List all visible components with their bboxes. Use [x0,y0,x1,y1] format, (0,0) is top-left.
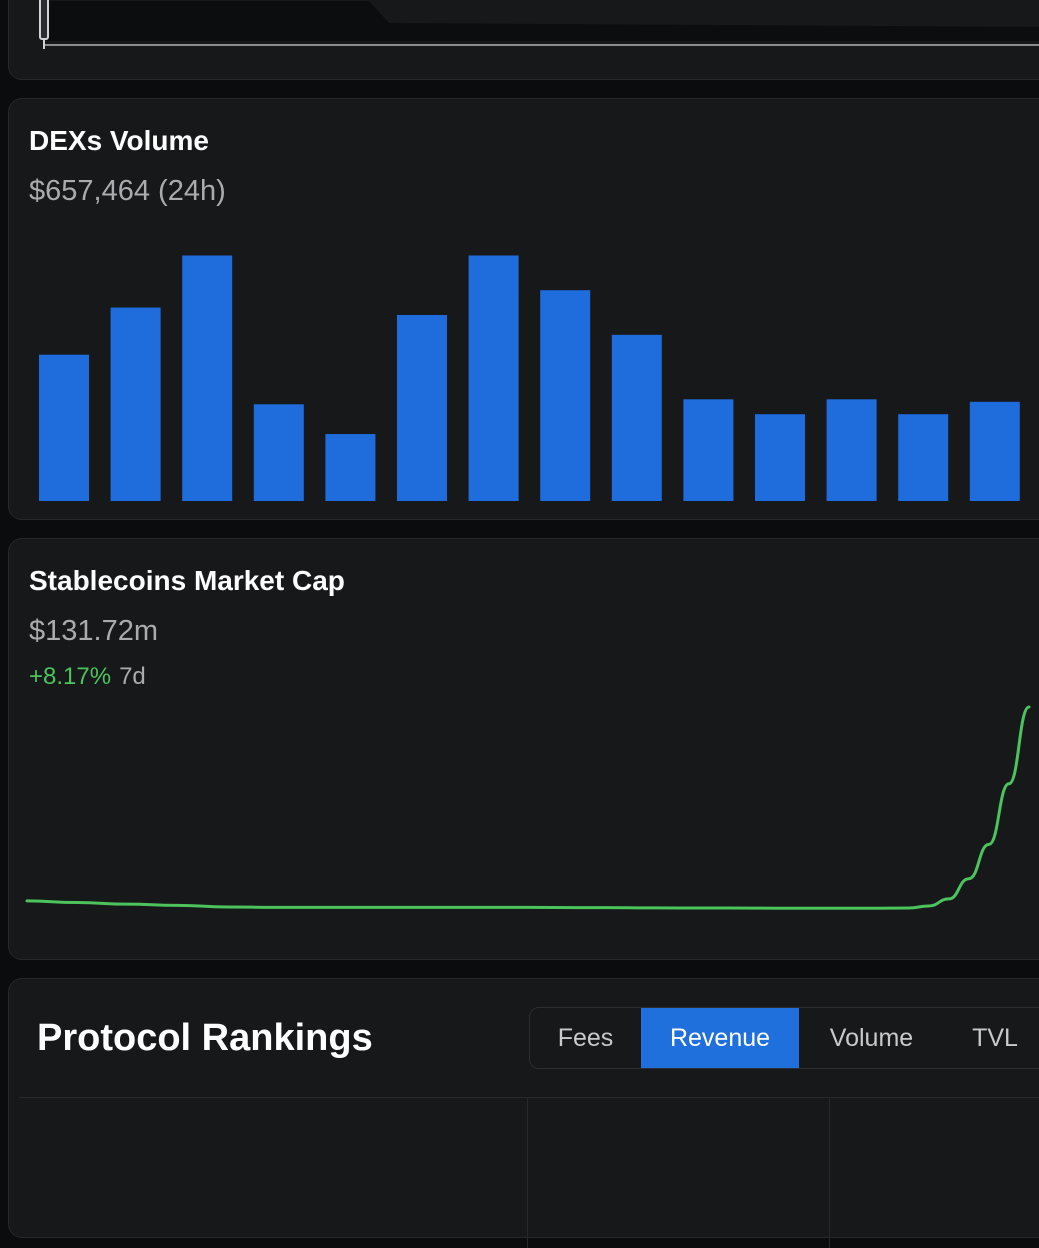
dex-volume-bar[interactable] [325,434,376,501]
dex-volume-bar[interactable] [110,307,161,501]
tab-revenue[interactable]: Revenue [641,1008,799,1068]
dex-volume-bar[interactable] [39,354,89,501]
dex-volume-bar[interactable] [182,255,233,501]
dex-volume-value: $657,464 (24h) [29,175,226,208]
dex-volume-bar[interactable] [540,290,591,501]
rankings-table [19,1097,1039,1248]
dex-volume-bar[interactable] [468,255,519,501]
tab-tvl[interactable]: TVL [944,1008,1039,1068]
stablecoins-card: Stablecoins Market Cap $131.72m +8.17% 7d [8,538,1039,960]
dex-volume-bar-chart [39,255,1020,501]
range-slider-handle[interactable] [39,0,49,40]
tab-fees[interactable]: Fees [530,1008,641,1068]
stablecoins-change-period: 7d [119,663,146,690]
stablecoins-change-pct: +8.17% [29,663,112,690]
dex-volume-bar[interactable] [826,399,877,501]
top-chart-card [8,0,1039,80]
dex-volume-bar[interactable] [611,334,662,501]
tab-revenue-label: Revenue [669,1023,771,1052]
dex-volume-period: (24h) [158,175,226,207]
table-column-divider [829,1098,830,1248]
dex-volume-title: DEXs Volume [29,125,209,156]
stablecoins-change: +8.17% 7d [29,663,146,691]
dex-volume-bar[interactable] [969,401,1020,501]
dex-volume-bar[interactable] [253,404,304,501]
stablecoins-value: $131.72m [29,615,158,647]
dex-volume-amount: $657,464 [29,175,150,207]
stablecoins-line-chart [25,705,1031,910]
tab-tvl-label: TVL [972,1023,1018,1052]
protocol-rankings-title: Protocol Rankings [37,1017,373,1059]
table-column-divider [527,1098,528,1248]
tab-volume[interactable]: Volume [799,1008,944,1068]
tab-volume-label: Volume [829,1023,914,1052]
stablecoins-title: Stablecoins Market Cap [29,565,345,596]
dex-volume-bar[interactable] [898,414,949,501]
dex-volume-bar[interactable] [683,399,734,501]
rankings-tab-bar: Fees Revenue Volume TVL [529,1007,1039,1069]
dex-volume-card: DEXs Volume $657,464 (24h) [8,98,1039,520]
dex-volume-bar[interactable] [755,414,805,501]
tab-fees-label: Fees [557,1023,614,1052]
dex-volume-bar[interactable] [397,315,447,501]
protocol-rankings-card: Protocol Rankings Fees Revenue Volume TV… [8,978,1039,1248]
top-chart-fragment [39,0,1039,49]
stablecoins-series-line [25,705,1031,910]
